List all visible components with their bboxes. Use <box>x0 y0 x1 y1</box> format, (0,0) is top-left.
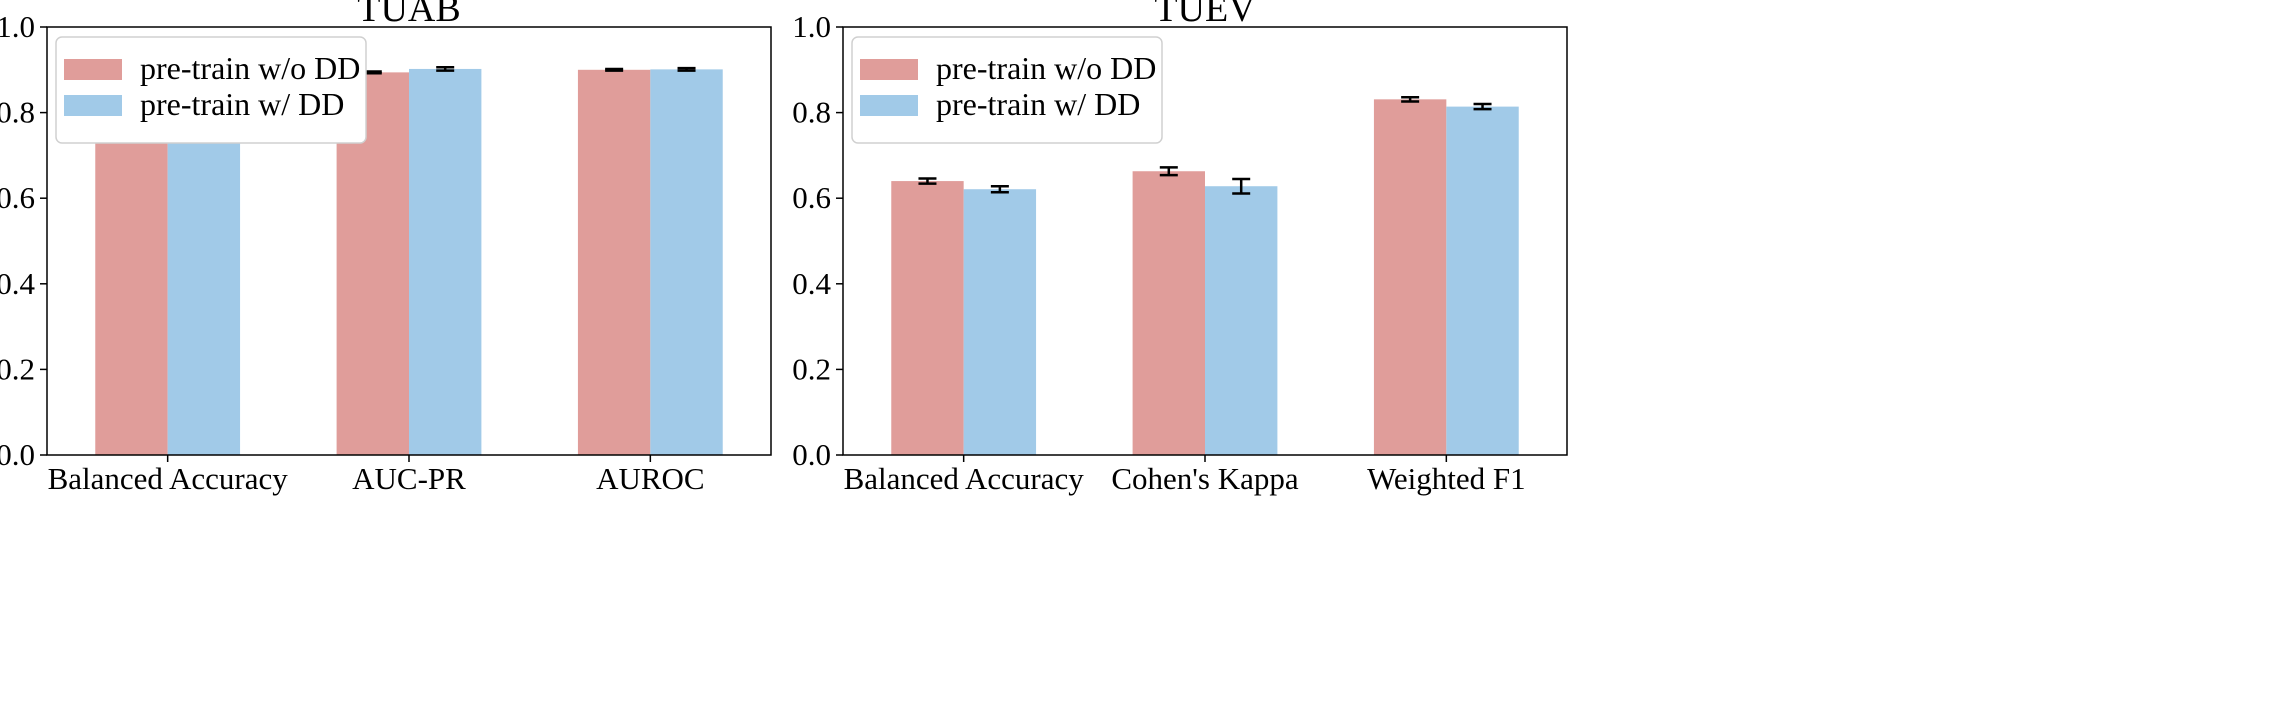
y-tick-label: 0.0 <box>792 437 831 472</box>
legend-box <box>851 36 1163 144</box>
chart-panel-tuev: 0.0 0.2 0.4 0.6 0.8 1.0 Balanced Accuracy Cohe… <box>792 0 1568 496</box>
y-tick-label: 0.4 <box>792 266 831 301</box>
bar-without-dd <box>891 181 964 455</box>
chart-title: TUEV <box>1154 0 1256 30</box>
bar-with-dd <box>1446 106 1519 455</box>
legend-label-with-dd: pre-train w/ DD <box>936 86 1140 122</box>
bar-without-dd <box>577 69 651 456</box>
y-tick-label: 0.2 <box>0 351 35 386</box>
legend-label-with-dd: pre-train w/ DD <box>140 86 344 122</box>
bar-with-dd <box>167 107 241 456</box>
y-tick-label: 1.0 <box>792 9 831 44</box>
x-tick-label: Weighted F1 <box>1367 461 1526 496</box>
legend: pre-train w/o DD pre-train w/ DD <box>55 36 367 144</box>
y-tick-label: 0.4 <box>0 266 36 301</box>
bar-without-dd <box>95 107 168 455</box>
y-tick-label: 0.6 <box>0 180 35 215</box>
bar-without-dd <box>1132 171 1205 455</box>
error-bar <box>605 67 624 72</box>
legend-label-without-dd: pre-train w/o DD <box>140 50 360 86</box>
y-tick-label: 1.0 <box>0 9 35 44</box>
error-bar <box>363 70 382 75</box>
y-tick-label: 0.2 <box>792 351 831 386</box>
chart-panel-tuab: 0.0 0.2 0.4 0.6 0.8 1.0 Balanced Accuracy AUC-… <box>0 0 772 496</box>
error-bar <box>677 66 696 72</box>
error-bar <box>990 184 1009 194</box>
y-tick-label: 0.8 <box>0 95 35 130</box>
x-tick-label: AUROC <box>596 461 705 496</box>
error-bar <box>918 177 937 185</box>
bar-without-dd <box>1373 99 1447 455</box>
bar-with-dd <box>409 68 482 455</box>
legend-swatch-with-dd <box>64 95 122 116</box>
legend-swatch-without-dd <box>64 59 122 80</box>
y-tick-label: 0.0 <box>0 437 35 472</box>
legend: pre-train w/o DD pre-train w/ DD <box>851 36 1163 144</box>
error-bar <box>1473 102 1492 111</box>
chart-title: TUAB <box>357 0 460 30</box>
error-bar <box>1159 166 1178 177</box>
legend-box <box>55 36 367 144</box>
y-tick-label: 0.8 <box>792 95 831 130</box>
x-tick-label: AUC-PR <box>352 461 466 496</box>
legend-swatch-with-dd <box>860 95 918 116</box>
x-tick-label: Balanced Accuracy <box>844 461 1085 496</box>
error-bar <box>1401 95 1420 103</box>
bar-with-dd <box>650 69 723 455</box>
error-bar <box>1232 177 1251 195</box>
legend-label-without-dd: pre-train w/o DD <box>936 50 1156 86</box>
y-tick-label: 0.6 <box>792 180 831 215</box>
error-bar <box>436 65 455 72</box>
legend-swatch-without-dd <box>860 59 918 80</box>
x-tick-label: Cohen's Kappa <box>1111 461 1298 496</box>
bar-with-dd <box>1205 186 1278 455</box>
bar-with-dd <box>963 189 1037 455</box>
x-tick-label: Balanced Accuracy <box>48 461 289 496</box>
